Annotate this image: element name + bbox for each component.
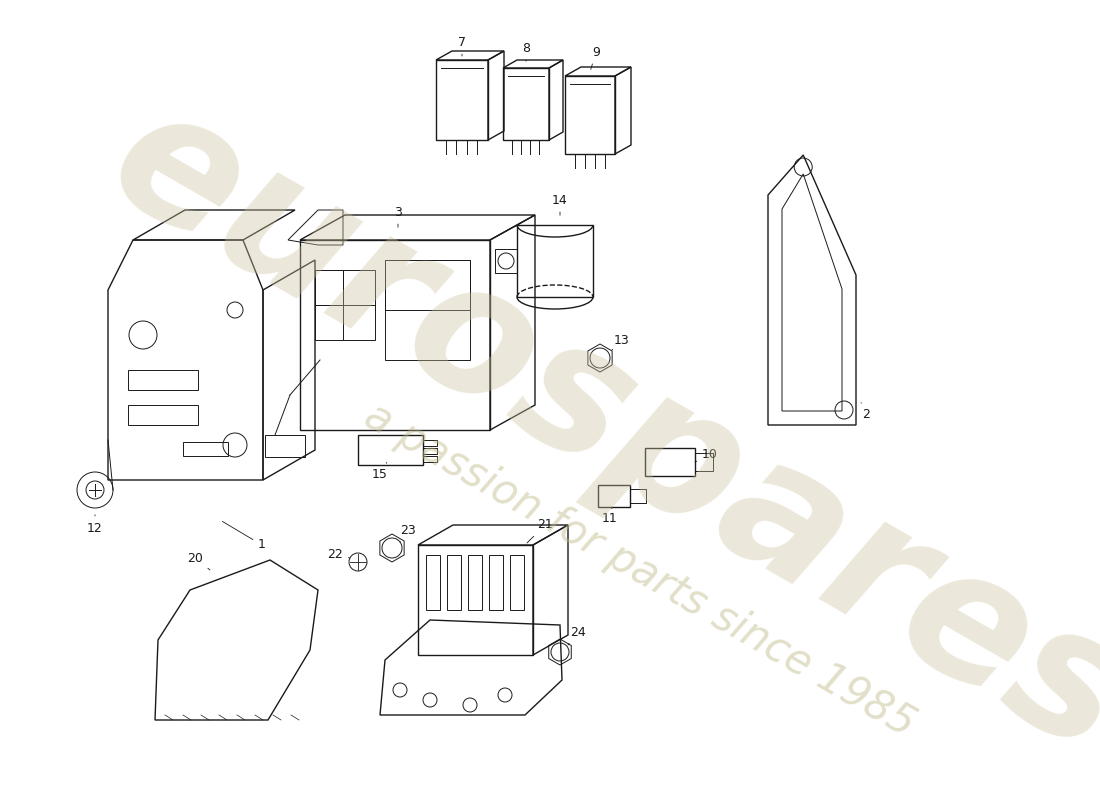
Text: 20: 20 bbox=[187, 551, 210, 570]
Bar bbox=[424, 456, 437, 462]
Bar bbox=[517, 225, 593, 297]
Bar bbox=[265, 435, 305, 457]
Text: 9: 9 bbox=[591, 46, 600, 70]
Bar bbox=[424, 448, 437, 454]
Text: 13: 13 bbox=[612, 334, 630, 350]
Bar bbox=[183, 442, 228, 456]
Text: 24: 24 bbox=[568, 626, 586, 645]
Text: 15: 15 bbox=[372, 462, 388, 482]
Text: 22: 22 bbox=[327, 549, 350, 562]
Bar bbox=[315, 270, 375, 340]
Bar bbox=[436, 60, 488, 140]
Bar bbox=[426, 555, 440, 610]
Text: 7: 7 bbox=[458, 35, 466, 56]
Bar bbox=[490, 555, 503, 610]
Bar bbox=[510, 555, 524, 610]
Text: 1: 1 bbox=[222, 522, 266, 551]
Text: 3: 3 bbox=[394, 206, 402, 227]
Bar bbox=[315, 270, 343, 305]
Bar bbox=[385, 260, 470, 360]
Text: 23: 23 bbox=[400, 523, 416, 542]
Bar bbox=[385, 260, 470, 310]
Bar bbox=[358, 435, 424, 465]
Bar bbox=[695, 453, 713, 471]
Bar bbox=[495, 249, 517, 273]
Bar bbox=[128, 370, 198, 390]
Bar bbox=[645, 448, 695, 476]
Text: 12: 12 bbox=[87, 514, 103, 534]
Bar bbox=[300, 240, 490, 430]
Bar bbox=[418, 545, 534, 655]
Text: 2: 2 bbox=[861, 402, 870, 422]
Bar bbox=[565, 76, 615, 154]
Text: eurospares: eurospares bbox=[81, 69, 1100, 791]
Text: 14: 14 bbox=[552, 194, 568, 215]
Bar bbox=[128, 405, 198, 425]
Bar bbox=[424, 440, 437, 446]
Text: 8: 8 bbox=[522, 42, 530, 62]
Text: 10: 10 bbox=[695, 449, 718, 462]
Text: 11: 11 bbox=[602, 507, 618, 525]
Bar bbox=[468, 555, 482, 610]
Bar bbox=[503, 68, 549, 140]
Bar bbox=[447, 555, 461, 610]
Bar bbox=[598, 485, 630, 507]
Text: a passion for parts since 1985: a passion for parts since 1985 bbox=[358, 394, 923, 746]
Text: 21: 21 bbox=[527, 518, 553, 543]
